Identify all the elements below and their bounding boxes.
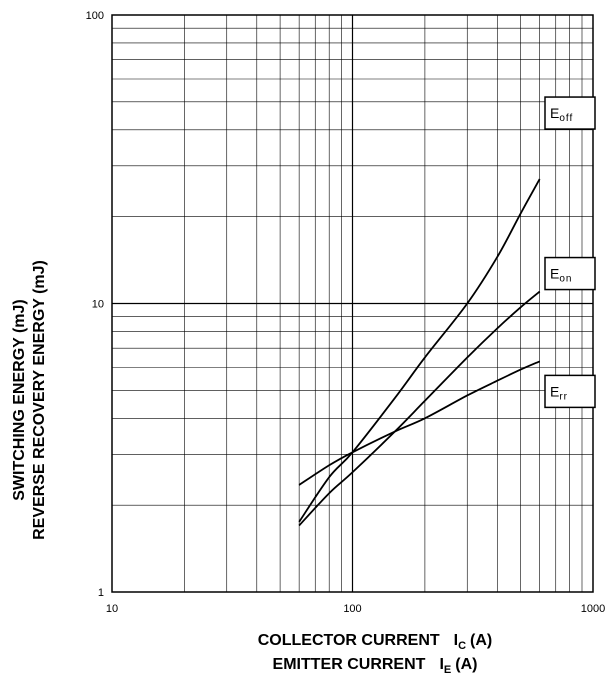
curve-label-symbol: E — [550, 105, 559, 121]
x-axis-title-subscript-2: E — [444, 664, 451, 676]
curve-label-text: Err — [550, 383, 568, 402]
curve-label-rr: Err — [544, 374, 596, 409]
x-axis-title-text-2: EMITTER CURRENT — [273, 656, 426, 673]
x-axis-title-unit-1: (A) — [470, 632, 492, 649]
curve-label-box — [544, 374, 596, 409]
x-tick-label: 10 — [106, 603, 118, 615]
grid — [112, 15, 593, 592]
x-axis-title-line-1: COLLECTOR CURRENT IC (A) — [258, 632, 493, 652]
curve-label-subscript: on — [559, 274, 572, 285]
series-line-rr — [298, 360, 541, 486]
x-axis-title-subscript-1: C — [458, 640, 466, 652]
series-line-off — [298, 178, 541, 523]
curve-label-on: Eon — [544, 256, 596, 291]
plot-frame — [111, 14, 594, 593]
curve-label-text: Eoff — [550, 105, 573, 124]
curve-label-text: Eon — [550, 266, 572, 285]
curve-label-box — [544, 256, 596, 291]
x-axis-title-symbol-2: I — [439, 656, 443, 673]
y-axis-title-line-2: REVERSE RECOVERY ENERGY (mJ) — [31, 260, 48, 540]
x-axis-title-line-2: EMITTER CURRENT IE (A) — [273, 656, 478, 676]
x-tick-label: 100 — [343, 603, 361, 615]
curve-label-symbol: E — [550, 266, 559, 282]
series-line-on — [298, 290, 541, 527]
curve-label-subscript: rr — [559, 391, 568, 402]
curve-label-off: Eoff — [544, 96, 596, 130]
y-axis-title-line-1: SWITCHING ENERGY (mJ) — [11, 299, 28, 501]
curve-label-symbol: E — [550, 383, 559, 399]
y-tick-label: 10 — [92, 299, 104, 311]
x-axis-title-symbol-1: I — [454, 632, 458, 649]
x-axis-title-unit-2: (A) — [455, 656, 477, 673]
y-tick-label: 1 — [98, 587, 104, 599]
series-lines — [298, 178, 541, 527]
y-axis-title-2: REVERSE RECOVERY ENERGY (mJ) — [31, 260, 48, 540]
x-axis-title-text-1: COLLECTOR CURRENT — [258, 632, 440, 649]
y-tick-label: 100 — [86, 10, 104, 22]
x-tick-label: 1000 — [581, 603, 605, 615]
curve-label-subscript: off — [559, 113, 573, 124]
curve-label-box — [544, 96, 596, 130]
y-axis-title: SWITCHING ENERGY (mJ) — [11, 299, 28, 501]
